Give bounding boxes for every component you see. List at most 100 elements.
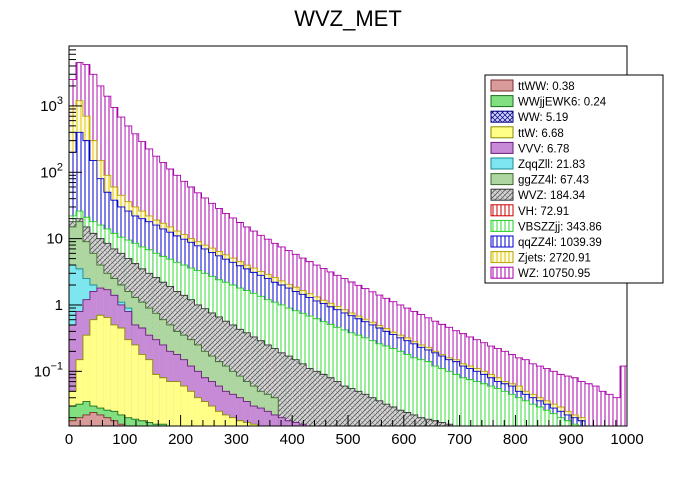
bar-wvz: [264, 344, 272, 426]
outline-zjets: [68, 100, 586, 426]
legend-swatch: [490, 157, 514, 170]
bar-wvz: [410, 414, 418, 426]
bar-vbszzjj: [424, 361, 432, 426]
legend-label: ttW: 6.68: [518, 128, 564, 140]
bar-ttww: [75, 417, 83, 426]
legend-swatch: [490, 141, 514, 154]
bar-wz: [543, 368, 551, 426]
y-tick-label: 10: [46, 231, 63, 248]
bar-ggzz4l: [264, 394, 272, 426]
bar-ttw: [103, 317, 111, 426]
bar-ggzz4l: [271, 397, 279, 426]
x-tick-label: 800: [503, 431, 528, 448]
bar-vvv: [250, 406, 258, 426]
legend-label: qqZZ4l: 1039.39: [518, 237, 602, 249]
x-tick-label: 500: [335, 431, 360, 448]
legend-swatch: [490, 204, 514, 217]
bar-ttw: [215, 411, 223, 426]
bar-vbszzjj: [334, 327, 342, 426]
bar-vbszzjj: [494, 388, 502, 426]
bar-vvv: [243, 401, 251, 426]
bar-vvv: [257, 408, 265, 426]
bar-wz: [599, 391, 607, 426]
x-tick-label: 900: [559, 431, 584, 448]
bar-wvz: [361, 394, 369, 426]
bar-ttww: [103, 417, 111, 426]
bar-vbszzjj: [375, 343, 383, 426]
bar-vvv: [236, 397, 244, 426]
legend-entry-zjets: Zjets: 2720.91: [490, 251, 591, 265]
legend-label: ttWW: 0.38: [518, 81, 575, 93]
bar-ttw: [110, 324, 118, 426]
legend-label: WZ: 10750.95: [518, 268, 590, 280]
legend-entry-qqzz4l: qqZZ4l: 1039.39: [490, 235, 602, 249]
legend-swatch: [490, 79, 514, 92]
x-tick-label: 1000: [610, 431, 643, 448]
bar-vbszzjj: [417, 359, 425, 426]
legend-swatch: [490, 110, 514, 123]
histogram-stack: [68, 62, 628, 427]
bar-vvv: [215, 386, 223, 426]
bar-ttw: [194, 397, 202, 426]
bar-wvz: [417, 417, 425, 426]
bar-wz: [550, 371, 558, 426]
bar-ttw: [131, 344, 139, 426]
bar-vvv: [292, 422, 300, 426]
bar-wz: [585, 383, 593, 426]
bar-wz: [613, 397, 621, 426]
bar-ttw: [173, 381, 181, 426]
x-tick-label: 300: [224, 431, 249, 448]
bar-vbszzjj: [466, 379, 474, 426]
bar-vbszzjj: [348, 332, 355, 426]
bar-wvz: [368, 397, 376, 426]
bar-vbszzjj: [389, 348, 397, 426]
bar-wz: [536, 366, 544, 426]
y-tick-label: 102: [40, 161, 63, 181]
bar-qqzz4l: [578, 420, 586, 426]
bar-vbszzjj: [501, 391, 509, 426]
axes: 0 100 200 300 400 500 600 700 800 900 1000 10−1 1 10 1…: [34, 45, 644, 448]
bar-wvz: [341, 386, 348, 426]
legend-label: WWjjEWK6: 0.24: [518, 97, 607, 109]
bar-vvv: [285, 420, 293, 426]
bar-ttw: [166, 381, 174, 426]
bar-vbszzjj: [571, 424, 579, 426]
x-tick-label: 0: [65, 431, 73, 448]
legend-swatch: [490, 266, 514, 279]
bar-ttw: [159, 377, 167, 426]
x-tick-label: 100: [112, 431, 137, 448]
bar-ttw: [208, 406, 216, 426]
bar-vvv: [222, 391, 230, 426]
outline-ggzz4l: [68, 221, 279, 426]
bar-wvz: [334, 381, 342, 426]
bar-wwjjewk6: [124, 417, 132, 426]
bar-wvz: [299, 363, 307, 426]
bar-vbszzjj: [459, 377, 467, 426]
bar-wvz: [348, 388, 355, 426]
bar-ttw: [75, 359, 83, 426]
bar-vbszzjj: [480, 383, 488, 426]
bar-wvz: [250, 336, 258, 426]
bar-vbszzjj: [327, 324, 335, 426]
bar-wvz: [292, 359, 300, 426]
bar-wwjjewk6: [82, 401, 90, 426]
bar-wwjjewk6: [159, 424, 167, 426]
legend-label: Zjets: 2720.91: [518, 253, 591, 265]
bar-wvz: [403, 412, 411, 426]
bar-vbszzjj: [445, 371, 453, 426]
bar-wvz: [389, 407, 397, 426]
bar-vbszzjj: [557, 417, 565, 426]
bar-ttww: [69, 420, 76, 426]
bar-ttw: [222, 414, 230, 426]
bar-vbszzjj: [473, 381, 481, 426]
bar-wvz: [271, 348, 279, 426]
y-tick-label: 1: [55, 297, 63, 314]
bar-wvz: [438, 422, 446, 426]
bar-vbszzjj: [452, 374, 460, 426]
bar-vvv: [229, 394, 237, 426]
bar-wvz: [424, 419, 432, 426]
legend-label: WW: 5.19: [518, 112, 568, 124]
legend-label: ggZZ4l: 67.43: [518, 175, 589, 187]
bar-vbszzjj: [354, 335, 362, 426]
